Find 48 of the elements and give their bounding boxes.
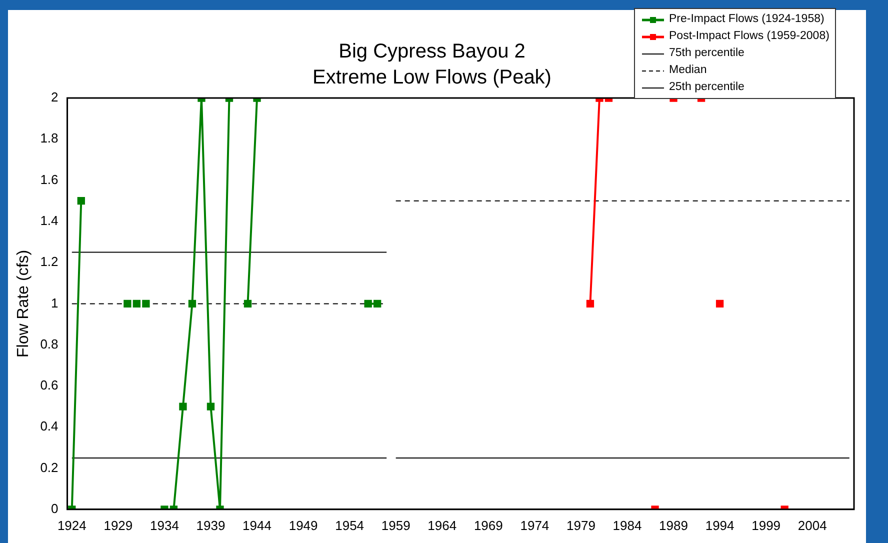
y-tick-label: 0.4 xyxy=(40,418,58,434)
y-tick-label: 1.6 xyxy=(40,172,58,187)
x-tick-label: 1959 xyxy=(381,518,410,533)
y-tick-label: 0.8 xyxy=(40,336,58,352)
x-tick-label: 1999 xyxy=(752,518,781,533)
point xyxy=(206,402,215,410)
y-tick-label: 1 xyxy=(51,295,58,310)
point xyxy=(132,300,141,308)
chart-title: Big Cypress Bayou 2 xyxy=(338,40,526,63)
y-tick-label: 1.4 xyxy=(40,213,58,228)
point xyxy=(374,300,382,308)
y-tick-label: 0.2 xyxy=(40,460,58,475)
point xyxy=(124,300,132,308)
x-tick-label: 1934 xyxy=(150,518,179,533)
legend-label: 75th percentile xyxy=(669,46,744,61)
x-tick-label: 1964 xyxy=(428,518,457,533)
x-tick-label: 1989 xyxy=(659,518,688,533)
y-tick-label: 1.8 xyxy=(40,130,58,146)
x-tick-label: 1929 xyxy=(104,518,133,533)
x-tick-label: 1939 xyxy=(196,518,226,533)
point xyxy=(586,300,594,308)
x-tick-label: 1969 xyxy=(474,518,503,533)
y-tick-label: 2 xyxy=(51,90,58,105)
x-tick-label: 2004 xyxy=(798,518,827,533)
y-tick-label: 0.6 xyxy=(40,378,58,393)
point xyxy=(179,402,187,410)
point xyxy=(244,300,252,308)
y-axis-title: Flow Rate (cfs) xyxy=(15,250,32,358)
y-tick-label: 0 xyxy=(51,500,58,516)
point xyxy=(716,300,724,308)
y-tick-label: 1.2 xyxy=(40,254,58,270)
legend-label: Median xyxy=(669,63,707,78)
legend-label: 25th percentile xyxy=(669,80,744,95)
point xyxy=(77,197,85,205)
x-tick-label: 1924 xyxy=(57,518,86,533)
x-tick-label: 1949 xyxy=(288,518,318,533)
point xyxy=(142,300,150,308)
x-tick-label: 1944 xyxy=(242,518,272,533)
x-tick-label: 1954 xyxy=(335,518,364,533)
point xyxy=(364,300,372,308)
point xyxy=(188,300,196,308)
x-tick-label: 1974 xyxy=(520,518,550,533)
x-tick-label: 1984 xyxy=(612,518,642,533)
legend-label: Pre-Impact Flows (1924-1958) xyxy=(669,12,824,27)
chart-subtitle: Extreme Low Flows (Peak) xyxy=(312,66,552,89)
x-tick-label: 1979 xyxy=(566,518,596,533)
legend-label: Post-Impact Flows (1959-2008) xyxy=(669,29,830,44)
x-tick-label: 1994 xyxy=(705,518,734,533)
